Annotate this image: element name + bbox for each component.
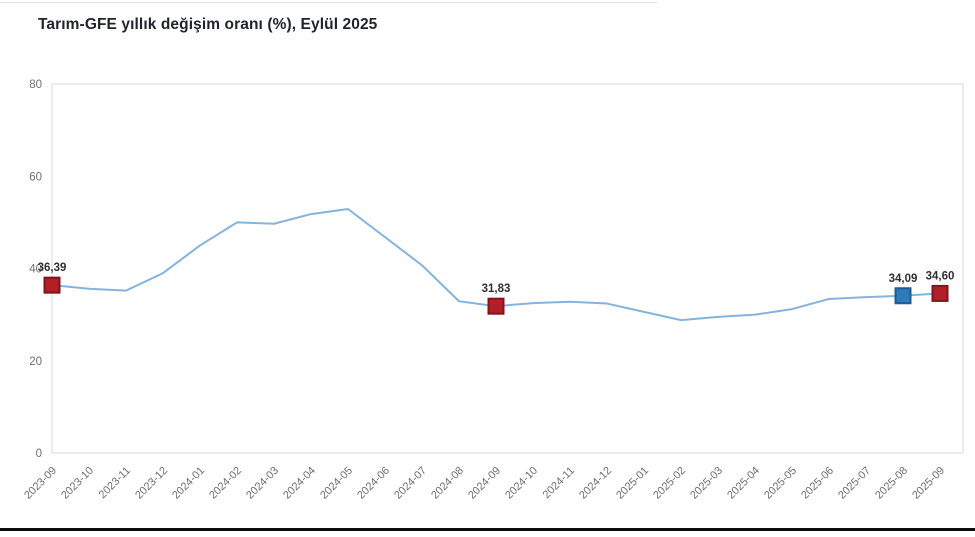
x-axis-label: 2025-03 — [688, 465, 725, 502]
x-axis-label: 2024-11 — [541, 465, 577, 501]
x-axis-label: 2024-06 — [355, 465, 392, 502]
plot-frame — [51, 83, 964, 454]
x-axis-label: 2025-04 — [725, 465, 762, 502]
x-axis-label: 2025-09 — [910, 465, 947, 502]
x-axis-label: 2025-08 — [873, 465, 910, 502]
x-axis-label: 2024-04 — [281, 465, 318, 502]
data-point-marker — [931, 284, 949, 302]
data-point-label: 31,83 — [482, 283, 511, 295]
x-axis-label: 2025-05 — [762, 465, 799, 502]
x-axis-label: 2023-09 — [22, 465, 59, 502]
x-axis-label: 2024-08 — [429, 465, 466, 502]
data-point-label: 36,39 — [38, 262, 67, 274]
bottom-divider — [0, 528, 975, 531]
top-divider — [0, 2, 657, 3]
x-axis-label: 2023-12 — [133, 465, 170, 502]
data-point-label: 34,60 — [926, 270, 955, 282]
x-axis-label: 2023-11 — [97, 465, 133, 501]
x-axis-label: 2024-03 — [244, 465, 281, 502]
x-axis-label: 2023-10 — [59, 465, 96, 502]
x-axis-label: 2025-07 — [836, 465, 873, 502]
x-axis-label: 2024-05 — [318, 465, 355, 502]
y-axis-label: 40 — [29, 264, 42, 276]
y-axis-label: 20 — [29, 356, 42, 368]
data-point-marker — [894, 287, 912, 305]
data-point-marker — [487, 297, 505, 315]
x-axis-label: 2025-02 — [651, 465, 688, 502]
x-axis-label: 2024-09 — [466, 465, 503, 502]
x-axis-label: 2024-12 — [577, 465, 614, 502]
x-axis-label: 2024-07 — [392, 465, 429, 502]
x-axis-label: 2024-01 — [170, 465, 207, 502]
x-axis-label: 2025-06 — [799, 465, 836, 502]
y-axis-label: 60 — [29, 171, 42, 183]
x-axis-label: 2024-10 — [503, 465, 540, 502]
y-axis-label: 80 — [29, 79, 42, 91]
x-axis-label: 2025-01 — [614, 465, 651, 502]
chart-title: Tarım-GFE yıllık değişim oranı (%), Eylü… — [38, 16, 378, 33]
y-axis-label: 0 — [36, 448, 42, 460]
x-axis-label: 2024-02 — [207, 465, 244, 502]
data-point-label: 34,09 — [889, 273, 918, 285]
data-point-marker — [43, 276, 61, 294]
